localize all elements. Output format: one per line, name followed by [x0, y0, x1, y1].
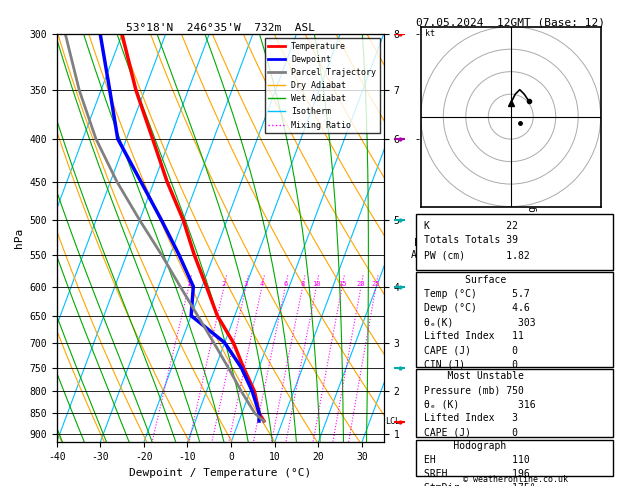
Text: 20: 20: [357, 280, 365, 287]
Y-axis label: hPa: hPa: [14, 228, 24, 248]
Text: 8: 8: [301, 280, 305, 287]
FancyBboxPatch shape: [416, 272, 613, 367]
Text: Hodograph
EH             110
SREH           196
StmDir         175°
StmSpd (kt) : Hodograph EH 110 SREH 196 StmDir 175° St…: [425, 441, 536, 486]
Text: 15: 15: [338, 280, 347, 287]
Y-axis label: km
ASL: km ASL: [411, 238, 429, 260]
Y-axis label: Mixing Ratio (g/kg): Mixing Ratio (g/kg): [528, 182, 538, 294]
Text: © weatheronline.co.uk: © weatheronline.co.uk: [464, 474, 568, 484]
Text: Most Unstable
Pressure (mb) 750
θₑ (K)          316
Lifted Index   3
CAPE (J)   : Most Unstable Pressure (mb) 750 θₑ (K) 3…: [425, 371, 536, 451]
Text: K             22
Totals Totals 39
PW (cm)       1.82: K 22 Totals Totals 39 PW (cm) 1.82: [425, 221, 530, 260]
FancyBboxPatch shape: [416, 440, 613, 476]
X-axis label: Dewpoint / Temperature (°C): Dewpoint / Temperature (°C): [129, 468, 311, 478]
Legend: Temperature, Dewpoint, Parcel Trajectory, Dry Adiabat, Wet Adiabat, Isotherm, Mi: Temperature, Dewpoint, Parcel Trajectory…: [265, 38, 379, 133]
Text: 10: 10: [312, 280, 321, 287]
Text: 6: 6: [283, 280, 287, 287]
Text: 25: 25: [372, 280, 380, 287]
Text: Surface
Temp (°C)      5.7
Dewp (°C)      4.6
θₑ(K)           303
Lifted Index  : Surface Temp (°C) 5.7 Dewp (°C) 4.6 θₑ(K…: [425, 275, 536, 369]
Text: 2: 2: [222, 280, 226, 287]
Text: 4: 4: [260, 280, 264, 287]
Text: 3: 3: [244, 280, 248, 287]
Title: 53°18'N  246°35'W  732m  ASL: 53°18'N 246°35'W 732m ASL: [126, 23, 314, 33]
Text: kt: kt: [425, 29, 435, 38]
Text: 07.05.2024  12GMT (Base: 12): 07.05.2024 12GMT (Base: 12): [416, 17, 605, 27]
Text: 1: 1: [187, 280, 191, 287]
Text: LCL: LCL: [385, 417, 400, 426]
FancyBboxPatch shape: [416, 214, 613, 270]
FancyBboxPatch shape: [416, 369, 613, 437]
